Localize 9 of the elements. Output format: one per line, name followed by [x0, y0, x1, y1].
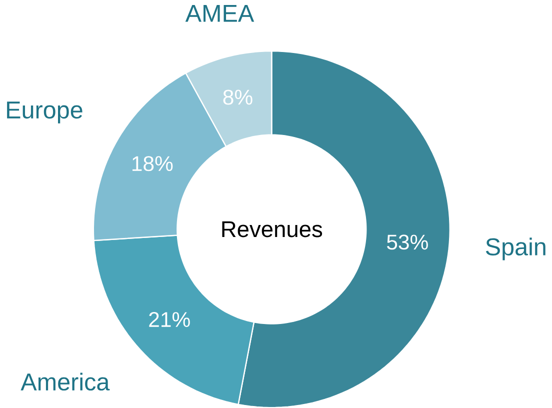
- data-label: 21%: [149, 312, 190, 327]
- slice-label: Spain: [486, 238, 546, 260]
- data-label: 53%: [387, 234, 428, 250]
- slice-label: AMEA: [185, 4, 254, 22]
- data-label: 18%: [132, 156, 173, 172]
- data-label: 8%: [223, 90, 252, 105]
- slice-label: Europe: [7, 102, 82, 124]
- text: Revenues: [222, 221, 322, 238]
- slice-label: America: [20, 372, 110, 390]
